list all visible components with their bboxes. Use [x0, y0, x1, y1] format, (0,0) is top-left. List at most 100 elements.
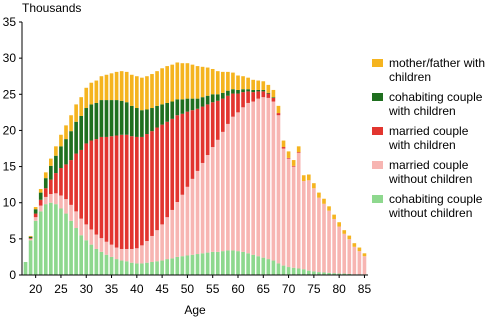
bar-segment: [33, 207, 38, 210]
bar-segment: [251, 89, 255, 93]
bar-segment: [251, 92, 255, 102]
bar-segment: [150, 235, 154, 262]
bar-segment: [281, 140, 286, 148]
bar-segment: [114, 100, 119, 136]
bar-segment: [200, 162, 205, 254]
legend-label: cohabiting couple without children: [389, 192, 483, 220]
x-tick-label: 40: [130, 282, 144, 296]
bar-segment: [114, 259, 119, 275]
x-tick-label: 30: [80, 282, 94, 296]
bar-segment: [165, 66, 169, 103]
bar-segment: [332, 218, 336, 274]
bar-segment: [296, 152, 301, 269]
bar-segment: [155, 71, 159, 106]
x-tick-label: 45: [155, 282, 169, 296]
bar-segment: [129, 262, 134, 275]
x-tick-label: 50: [181, 282, 195, 296]
bar-segment: [38, 188, 43, 193]
bar-segment: [236, 75, 240, 90]
bar-segment: [180, 63, 185, 100]
bar-segment: [246, 102, 250, 254]
bar-segment: [210, 94, 215, 103]
bar-segment: [251, 79, 255, 90]
bar-segment: [221, 71, 225, 93]
legend-label: cohabiting couple with children: [389, 90, 483, 118]
bar-segment: [155, 105, 159, 128]
bar-segment: [210, 102, 215, 148]
legend-swatch: [372, 195, 383, 203]
x-axis-title: Age: [184, 303, 206, 317]
bar-segment: [231, 72, 235, 90]
bar-segment: [180, 256, 185, 275]
x-tick-label: 20: [29, 282, 43, 296]
bar-segment: [94, 80, 99, 103]
legend-label: mother/father with children: [389, 56, 486, 84]
bar-segment: [190, 98, 195, 111]
bar-segment: [94, 139, 99, 235]
y-tick-label: 30: [3, 51, 17, 65]
bar-segment: [205, 67, 210, 96]
legend-item: married couple with children: [372, 124, 488, 152]
bar-segment: [337, 226, 341, 274]
bar-segment: [236, 112, 240, 252]
bar-segment: [99, 238, 104, 252]
bar-segment: [296, 152, 301, 153]
bar-segment: [79, 218, 84, 236]
bar-segment: [135, 248, 139, 264]
bar-segment: [129, 136, 134, 249]
bar-segment: [251, 101, 255, 255]
bar-segment: [38, 192, 43, 200]
bar-segment: [129, 248, 134, 263]
y-tick-label: 10: [3, 196, 17, 210]
bar-segment: [322, 203, 326, 273]
legend-item: mother/father with children: [372, 56, 488, 84]
bar-segment: [59, 168, 63, 196]
bar-segment: [145, 76, 149, 110]
bar-segment: [200, 97, 205, 107]
bar-segment: [205, 104, 210, 156]
bar-segment: [185, 255, 190, 275]
bar-segment: [49, 202, 53, 275]
bar-segment: [266, 93, 271, 98]
bar-segment: [327, 206, 331, 211]
bar-segment: [241, 92, 245, 108]
bar-segment: [180, 99, 185, 114]
bar-segment: [236, 89, 240, 94]
bar-segment: [84, 87, 89, 109]
bar-segment: [104, 136, 109, 242]
bar-segment: [296, 268, 301, 275]
bar-segment: [231, 93, 235, 117]
bar-segment: [33, 220, 38, 275]
y-tick-label: 20: [3, 123, 17, 137]
bar-segment: [54, 146, 58, 156]
legend-swatch: [372, 59, 383, 67]
bar-segment: [74, 121, 78, 154]
bar-segment: [256, 256, 261, 275]
bar-segment: [226, 71, 230, 91]
bar-segment: [165, 121, 169, 218]
bar-segment: [317, 197, 321, 273]
bar-segment: [89, 140, 94, 230]
bar-segment: [160, 68, 164, 105]
bar-segment: [352, 246, 357, 275]
bar-segment: [79, 115, 84, 150]
bar-segment: [74, 211, 78, 229]
bar-segment: [165, 217, 169, 260]
bar-segment: [49, 179, 53, 195]
bar-segment: [119, 71, 124, 101]
bar-segment: [170, 64, 175, 102]
bar-segment: [140, 245, 144, 264]
bar-segment: [124, 248, 129, 262]
bar-segment: [99, 76, 104, 101]
bar-segment: [210, 251, 215, 275]
bar-segment: [114, 71, 119, 101]
bar-segment: [332, 214, 336, 219]
bar-segment: [28, 238, 33, 241]
bar-segment: [175, 256, 180, 275]
x-tick-label: 75: [307, 282, 321, 296]
bar-segment: [362, 256, 367, 275]
legend-swatch: [372, 161, 383, 169]
bar-segment: [261, 91, 266, 98]
bar-segment: [221, 92, 225, 99]
legend-item: cohabiting couple without children: [372, 192, 488, 220]
